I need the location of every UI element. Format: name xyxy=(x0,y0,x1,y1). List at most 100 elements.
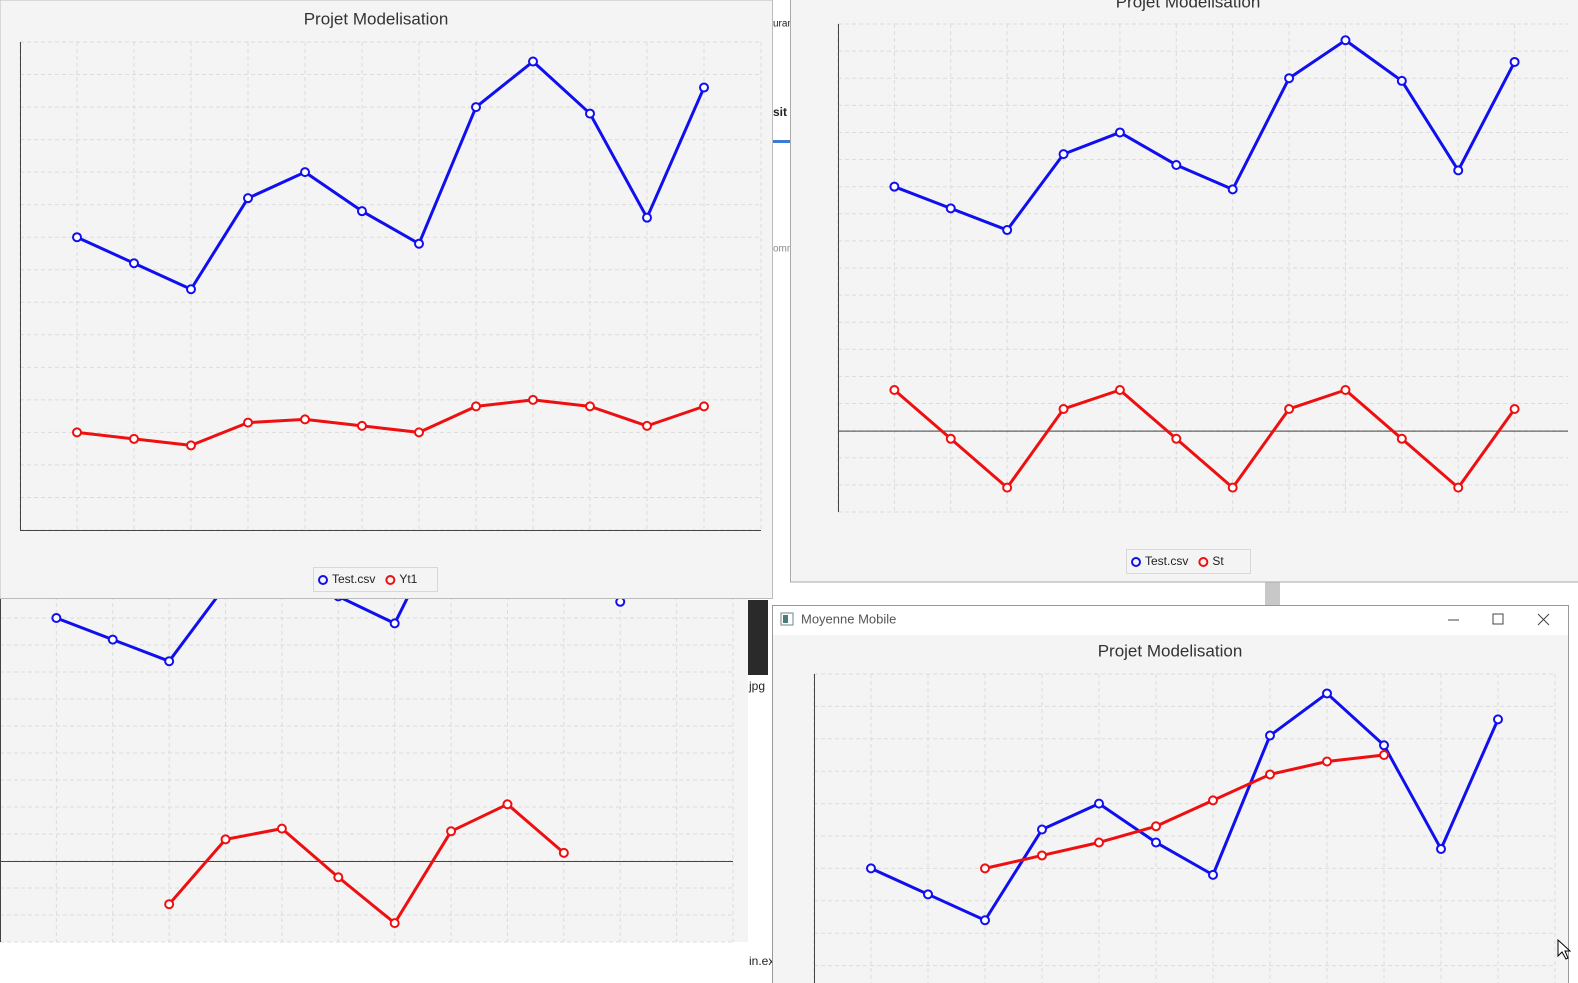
bg-text: uran xyxy=(773,19,793,30)
legend-marker xyxy=(385,575,396,585)
data-point xyxy=(1322,756,1332,767)
legend-box xyxy=(1126,549,1251,574)
data-point xyxy=(1379,740,1389,751)
data-point xyxy=(1208,869,1218,880)
data-point xyxy=(1151,837,1161,848)
chart-3 xyxy=(0,590,734,943)
data-point xyxy=(414,238,424,249)
data-point xyxy=(923,889,933,900)
data-point xyxy=(300,167,310,178)
chart-4: Projet Modelisation xyxy=(813,641,1556,983)
data-point xyxy=(1340,35,1351,46)
data-point xyxy=(699,401,709,412)
data-point xyxy=(1151,821,1161,832)
data-point xyxy=(558,847,569,858)
data-point xyxy=(243,193,253,204)
data-point xyxy=(945,433,956,444)
data-point xyxy=(107,634,118,645)
data-point xyxy=(585,108,595,119)
data-point xyxy=(1265,769,1275,780)
data-point xyxy=(1322,688,1332,699)
data-point xyxy=(1227,482,1238,493)
data-point xyxy=(1340,385,1351,395)
series-line xyxy=(984,753,1385,870)
scrollbar xyxy=(1265,582,1280,605)
data-point xyxy=(164,656,175,667)
data-point xyxy=(1094,798,1104,809)
data-point xyxy=(186,440,196,451)
bg-text: jpg xyxy=(748,679,765,693)
legend-marker xyxy=(318,575,328,585)
data-point xyxy=(389,918,400,929)
data-point xyxy=(1002,482,1013,493)
data-point xyxy=(1284,73,1295,84)
data-point xyxy=(1058,149,1069,160)
data-point xyxy=(389,618,400,629)
tab-underline xyxy=(772,140,790,143)
legend-box xyxy=(313,567,438,592)
thumbnail xyxy=(748,600,768,675)
data-point xyxy=(186,284,196,295)
legend-label: Test.csv xyxy=(1145,554,1188,568)
data-point xyxy=(164,899,175,910)
data-point xyxy=(980,863,990,874)
data-point xyxy=(220,834,231,845)
data-point xyxy=(1037,824,1047,835)
data-point xyxy=(699,82,709,93)
data-point xyxy=(1114,127,1125,138)
data-point xyxy=(1284,403,1295,414)
data-point xyxy=(889,181,900,192)
chart-title: Projet Modelisation xyxy=(1116,0,1261,11)
data-point xyxy=(528,56,538,67)
data-point xyxy=(1208,795,1218,806)
data-point xyxy=(642,212,652,223)
window xyxy=(0,590,748,942)
data-point xyxy=(1037,850,1047,861)
title-bar xyxy=(773,606,1568,635)
data-point xyxy=(1265,730,1275,741)
bg-text: in.ex xyxy=(749,954,774,968)
chart-1: Projet Modelisation Test.csv Yt1 xyxy=(19,9,762,592)
bg-text: sit xyxy=(773,105,787,119)
series-line xyxy=(76,398,705,447)
app-icon-detail xyxy=(783,615,788,623)
series-line xyxy=(76,60,706,291)
data-point xyxy=(1171,159,1182,170)
data-point xyxy=(945,203,956,214)
data-point xyxy=(866,863,876,874)
data-point xyxy=(889,385,900,395)
data-point xyxy=(471,102,481,113)
bg-text: ommi xyxy=(773,244,797,255)
data-point xyxy=(1114,385,1125,395)
data-point xyxy=(1453,482,1464,493)
data-point xyxy=(1436,843,1446,854)
data-point xyxy=(357,420,367,431)
data-point xyxy=(1509,403,1520,414)
data-point xyxy=(357,206,367,217)
data-point xyxy=(1171,433,1182,444)
data-point xyxy=(1002,225,1013,236)
legend-label: Yt1 xyxy=(399,572,417,586)
data-point xyxy=(276,823,287,834)
data-point xyxy=(129,258,139,269)
series-line xyxy=(893,38,1516,232)
close-button[interactable] xyxy=(1537,613,1550,626)
chart-title: Projet Modelisation xyxy=(1098,641,1243,660)
window xyxy=(790,0,1578,583)
data-point xyxy=(1453,165,1464,176)
data-point xyxy=(72,427,82,438)
series-line xyxy=(870,691,1500,922)
data-point xyxy=(528,394,538,405)
data-point xyxy=(1509,56,1520,67)
legend-label: St xyxy=(1212,554,1224,568)
chart-2: Projet Modelisation Test.csv St xyxy=(837,0,1568,574)
legend-label: Test.csv xyxy=(332,572,375,586)
data-point xyxy=(72,232,82,243)
window xyxy=(772,605,1569,983)
maximize-button[interactable] xyxy=(1492,613,1504,625)
data-point xyxy=(1493,714,1503,725)
chart-title: Projet Modelisation xyxy=(304,9,449,28)
data-point xyxy=(1058,403,1069,414)
